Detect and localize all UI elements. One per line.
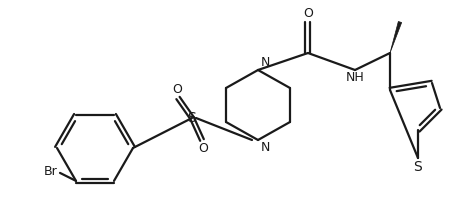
Text: NH: NH [345, 71, 363, 84]
Text: S: S [187, 111, 196, 125]
Text: N: N [260, 56, 270, 69]
Text: S: S [413, 160, 421, 174]
Text: O: O [198, 142, 207, 155]
Text: N: N [260, 141, 270, 154]
Text: O: O [172, 83, 181, 96]
Text: Br: Br [44, 165, 58, 178]
Text: O: O [302, 7, 312, 20]
Polygon shape [389, 21, 401, 53]
